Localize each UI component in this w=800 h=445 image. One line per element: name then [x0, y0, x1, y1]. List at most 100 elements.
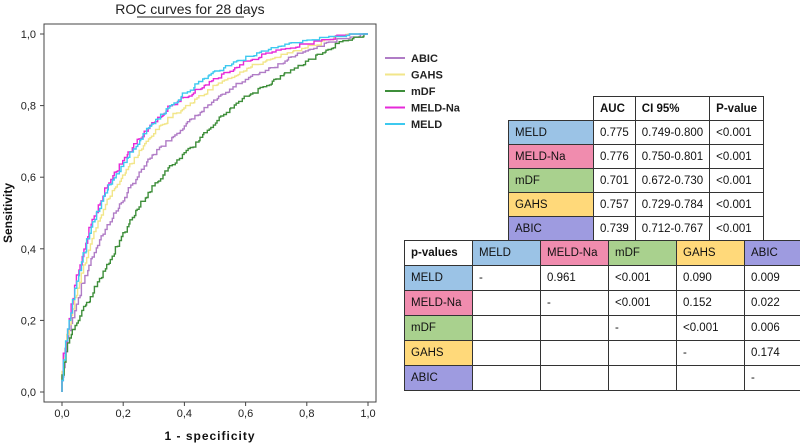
legend-label: mDF — [411, 86, 436, 98]
auc-ci-value: 0.712-0.767 — [634, 216, 711, 241]
auc-table-row: GAHS 0.757 0.729-0.784 <0.001 — [508, 192, 765, 217]
p-table-cell — [472, 340, 541, 366]
y-tick-label: 0,8 — [21, 101, 36, 113]
chart-title: ROC curves for 28 days — [115, 1, 264, 17]
roc-curve-abic — [61, 33, 368, 392]
auc-value: 0.757 — [593, 192, 636, 217]
plot-frame — [43, 23, 377, 403]
p-table-cell — [608, 340, 677, 366]
roc-curve-mdf — [61, 33, 368, 392]
p-values-table: p-values MELD MELD-Na mDF GAHS ABIC MELD -0.9… — [404, 240, 800, 391]
p-table-row: MELD-Na - <0.001 0.152 0.022 — [404, 290, 800, 316]
p-table-cell: <0.001 — [608, 265, 677, 291]
p-table-cell — [472, 290, 541, 316]
auc-table-header-auc: AUC — [593, 96, 636, 121]
x-tick-label: 0,8 — [299, 408, 314, 420]
auc-row-label: ABIC — [508, 216, 594, 241]
auc-p-value: <0.001 — [709, 216, 765, 241]
auc-table-header-row: AUC CI 95% P-value — [509, 96, 765, 121]
auc-table-corner — [509, 97, 594, 121]
p-table-cell — [676, 365, 745, 391]
roc-curve-meld-na — [61, 33, 368, 392]
auc-row-label: GAHS — [508, 192, 594, 217]
auc-p-value: <0.001 — [709, 192, 765, 217]
p-table-cell: - — [472, 265, 541, 291]
y-tick-label: 1,0 — [21, 29, 36, 41]
auc-row-label: mDF — [508, 168, 594, 193]
p-table-corner: p-values — [404, 240, 473, 266]
auc-table-header-pvalue: P-value — [709, 96, 765, 121]
x-tick-label: 0,4 — [177, 408, 192, 420]
p-table-col-header: mDF — [608, 240, 677, 266]
p-table-row-label: MELD — [404, 265, 473, 291]
y-tick-label: 0,4 — [21, 244, 36, 256]
p-table-cell: 0.090 — [676, 265, 745, 291]
p-table-cell: 0.009 — [744, 265, 800, 291]
auc-table: AUC CI 95% P-value MELD 0.775 0.749-0.800 <… — [508, 96, 765, 241]
p-table-cell: - — [608, 315, 677, 341]
auc-row-label: MELD — [508, 120, 594, 145]
x-tick-label: 0,6 — [238, 408, 253, 420]
auc-ci-value: 0.729-0.784 — [634, 192, 711, 217]
auc-table-row: mDF 0.701 0.672-0.730 <0.001 — [508, 168, 765, 193]
auc-table-header-ci: CI 95% — [634, 96, 711, 121]
p-table-cell: - — [676, 340, 745, 366]
p-table-col-header: ABIC — [744, 240, 800, 266]
p-table-cell — [472, 315, 541, 341]
p-table-row-label: MELD-Na — [404, 290, 473, 316]
legend-label: MELD-Na — [411, 103, 461, 115]
auc-p-value: <0.001 — [709, 120, 765, 145]
auc-ci-value: 0.672-0.730 — [634, 168, 711, 193]
auc-p-value: <0.001 — [709, 168, 765, 193]
y-tick-label: 0,6 — [21, 172, 36, 184]
p-table-cell: - — [744, 365, 800, 391]
auc-ci-value: 0.749-0.800 — [634, 120, 711, 145]
legend-label: MELD — [411, 119, 442, 131]
auc-value: 0.775 — [593, 120, 636, 145]
p-table-cell: <0.001 — [676, 315, 745, 341]
p-table-row: GAHS -0.174 — [404, 340, 800, 366]
auc-table-row: ABIC 0.739 0.712-0.767 <0.001 — [508, 216, 765, 241]
p-table-cell — [608, 365, 677, 391]
auc-value: 0.701 — [593, 168, 636, 193]
legend-label: GAHS — [411, 70, 443, 82]
y-tick-label: 0,0 — [21, 387, 36, 399]
p-table-cell: <0.001 — [608, 290, 677, 316]
p-table-row-label: ABIC — [404, 365, 473, 391]
legend-label: ABIC — [411, 53, 438, 65]
p-table-cell: 0.006 — [744, 315, 800, 341]
p-table-cell: 0.174 — [744, 340, 800, 366]
x-tick-label: 1,0 — [360, 408, 375, 420]
p-table-cell — [472, 365, 541, 391]
x-axis-label: 1 - specificity — [164, 429, 255, 443]
auc-table-row: MELD 0.775 0.749-0.800 <0.001 — [508, 120, 765, 145]
p-table-row: mDF - <0.001 0.006 — [404, 315, 800, 341]
auc-value: 0.739 — [593, 216, 636, 241]
p-table-cell: 0.022 — [744, 290, 800, 316]
roc-curve-meld — [61, 33, 368, 392]
p-table-cell — [540, 340, 609, 366]
p-table-cell: 0.152 — [676, 290, 745, 316]
x-tick-label: 0,2 — [116, 408, 131, 420]
p-table-row-label: mDF — [404, 315, 473, 341]
roc-curve-gahs — [61, 33, 368, 392]
p-table-row: ABIC - — [404, 365, 800, 391]
p-table-col-header: MELD — [472, 240, 541, 266]
y-axis-label: Sensitivity — [1, 183, 15, 243]
auc-p-value: <0.001 — [709, 144, 765, 169]
p-table-header-row: p-values MELD MELD-Na mDF GAHS ABIC — [404, 240, 800, 266]
p-table-col-header: MELD-Na — [540, 240, 609, 266]
auc-table-row: MELD-Na 0.776 0.750-0.801 <0.001 — [508, 144, 765, 169]
p-table-cell — [540, 365, 609, 391]
p-table-row: MELD -0.961 <0.001 0.090 0.009 — [404, 265, 800, 291]
auc-value: 0.776 — [593, 144, 636, 169]
p-table-cell: - — [540, 290, 609, 316]
p-table-col-header: GAHS — [676, 240, 745, 266]
auc-row-label: MELD-Na — [508, 144, 594, 169]
p-table-row-label: GAHS — [404, 340, 473, 366]
p-table-cell — [540, 315, 609, 341]
y-tick-label: 0,2 — [21, 315, 36, 327]
x-tick-label: 0,0 — [54, 408, 69, 420]
p-table-cell: 0.961 — [540, 265, 609, 291]
